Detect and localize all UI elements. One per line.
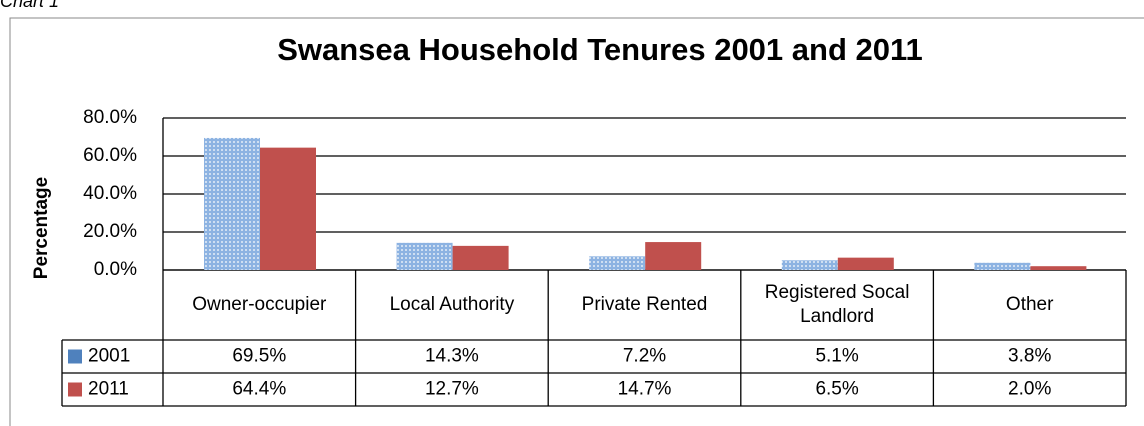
bar <box>260 147 316 270</box>
data-label: 12.7% <box>425 379 479 400</box>
data-label: 6.5% <box>815 379 858 400</box>
legend-label: 2011 <box>88 379 129 400</box>
data-label: 14.3% <box>425 346 479 367</box>
legend-key <box>68 349 82 364</box>
bar <box>781 260 838 270</box>
y-tick-label: 20.0% <box>83 221 137 242</box>
legend-label: 2001 <box>88 346 130 367</box>
data-label: 3.8% <box>1008 346 1051 367</box>
bar <box>452 245 509 270</box>
data-label: 2.0% <box>1008 379 1051 400</box>
data-label: 64.4% <box>232 379 286 400</box>
bar <box>1030 266 1087 270</box>
y-tick-label: 80.0% <box>83 107 137 128</box>
x-tick-label: Private Rented <box>582 294 708 315</box>
bar <box>645 242 702 270</box>
y-axis-label: Percentage <box>31 177 52 279</box>
y-tick-label: 0.0% <box>94 259 137 280</box>
y-tick-label: 60.0% <box>83 145 137 166</box>
chart-title: Swansea Household Tenures 2001 and 2011 <box>277 32 923 67</box>
bar <box>204 137 260 270</box>
y-tick-label: 40.0% <box>83 183 137 204</box>
data-label: 14.7% <box>618 379 672 400</box>
x-tick-label: Owner-occupier <box>192 294 327 315</box>
bar <box>837 257 894 270</box>
bar <box>974 262 1031 270</box>
data-label: 5.1% <box>815 346 858 367</box>
data-label: 69.5% <box>232 346 286 367</box>
bar <box>589 256 646 270</box>
x-tick-label: Registered Socal Landlord <box>765 282 910 327</box>
bar <box>396 242 453 270</box>
chart-frame <box>9 17 1144 426</box>
legend-key <box>68 382 82 397</box>
data-label: 7.2% <box>623 346 666 367</box>
caption: Chart 1 <box>0 0 59 11</box>
x-tick-label: Local Authority <box>390 294 515 315</box>
x-tick-label: Other <box>1006 294 1054 315</box>
